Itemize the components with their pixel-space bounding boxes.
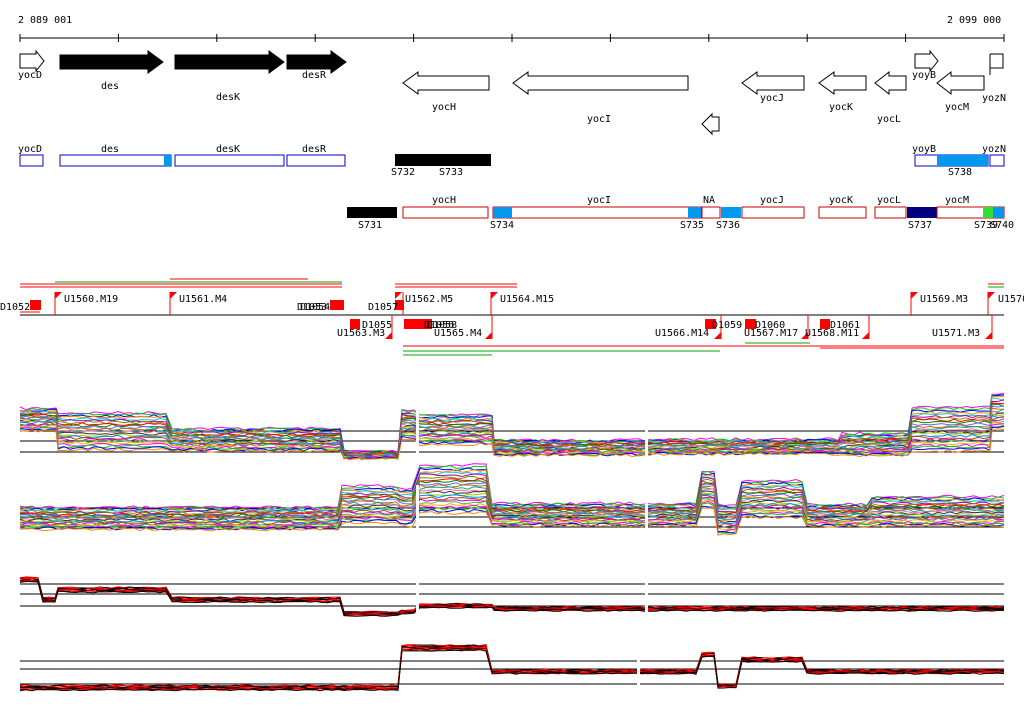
lower-box-yocH[interactable] <box>402 206 489 219</box>
gene-arrow-yocK[interactable] <box>818 71 867 95</box>
upper-box-yozN[interactable] <box>989 154 1005 167</box>
segment-S732-S733[interactable] <box>395 154 491 166</box>
feature-label-U1560-M19: U1560.M19 <box>64 294 118 305</box>
gene-label-yoyB: yoyB <box>912 70 936 81</box>
feature-label-U1566-M14: U1566.M14 <box>655 328 709 339</box>
lower-box-yocK[interactable] <box>818 206 867 219</box>
segment-label-S739: S739 <box>974 220 998 231</box>
segment-label-S737: S737 <box>908 220 932 231</box>
gene-label-des: des <box>101 81 119 92</box>
gene-label-yocK: yocK <box>829 102 853 113</box>
feature-label-D1059: D1059 <box>712 320 742 331</box>
feature-label-D1061: D1061 <box>830 320 860 331</box>
upper-label-yocD: yocD <box>18 144 42 155</box>
gene-label-yocM: yocM <box>945 102 969 113</box>
gene-label-yocL: yocL <box>877 114 901 125</box>
feature-label-U1565-M4: U1565.M4 <box>434 328 482 339</box>
gene-arrow-yocM[interactable] <box>936 70 985 96</box>
feature-label-U1570: U1570 <box>998 294 1024 305</box>
gene-arrow-desK[interactable] <box>174 50 285 74</box>
gene-label-desK: desK <box>216 92 240 103</box>
feature-label-D1058: D1058 <box>427 320 457 331</box>
upper-label-des: des <box>101 144 119 155</box>
upper-box-yocD[interactable] <box>19 154 44 167</box>
feature-label-U1561-M4: U1561.M4 <box>179 294 227 305</box>
segment-S737[interactable] <box>907 207 937 218</box>
upper-label-yoyB: yoyB <box>912 144 936 155</box>
upper-box-desR[interactable] <box>286 154 346 167</box>
gene-arrow-desR[interactable] <box>286 50 347 74</box>
gene-arrow-yocH[interactable] <box>402 71 490 95</box>
lower-label-NA: NA <box>703 195 715 206</box>
segment-label-S738: S738 <box>948 167 972 178</box>
expression-panel-1 <box>19 392 1005 470</box>
lower-label-yocH: yocH <box>432 195 456 206</box>
gene-label-yocI: yocI <box>587 114 611 125</box>
feature-label-U1563-M3: U1563.M3 <box>337 328 385 339</box>
upper-label-yozN: yozN <box>982 144 1006 155</box>
lower-box-yocL[interactable] <box>874 206 907 219</box>
feature-label-U1568-M11: U1568.M11 <box>805 328 859 339</box>
ruler-start-label: 2 089 001 <box>18 15 72 26</box>
gene-label-yozN: yozN <box>982 93 1006 104</box>
segment-S736[interactable] <box>721 207 741 218</box>
segment-label-S731: S731 <box>358 220 382 231</box>
feature-label-U1569-M3: U1569.M3 <box>920 294 968 305</box>
segment-label-S735: S735 <box>680 220 704 231</box>
feature-label-D1055: D1055 <box>362 320 392 331</box>
segment-label-S734: S734 <box>490 220 514 231</box>
ruler-end-label: 2 099 000 <box>947 15 1001 26</box>
segment-S731[interactable] <box>347 207 397 218</box>
expression-panel-3 <box>19 560 1005 630</box>
feature-label-U1564-M15: U1564.M15 <box>500 294 554 305</box>
gene-arrow-small[interactable] <box>701 112 720 136</box>
lower-label-yocL: yocL <box>877 195 901 206</box>
gene-label-desR: desR <box>302 70 327 81</box>
expression-panel-4 <box>19 640 1005 710</box>
feature-label-D1053: D1053 <box>297 302 327 313</box>
lower-segment-track: S731 yocH yocI S734 S735 NA S736 yocJ yo… <box>347 195 1014 231</box>
gene-arrow-yocI[interactable] <box>512 71 689 95</box>
feature-label-U1562-M5: U1562.M5 <box>405 294 453 305</box>
gene-arrow-des[interactable] <box>59 50 164 74</box>
segment-label-S733: S733 <box>439 167 463 178</box>
upper-segment-track: yocD des desK desR S732 S733 yoyB S738 y… <box>18 144 1006 178</box>
gene-arrow-yocJ[interactable] <box>741 71 805 95</box>
gene-arrow-yocL[interactable] <box>874 70 907 96</box>
lower-box-NA[interactable] <box>701 206 721 219</box>
lower-label-yocK: yocK <box>829 195 853 206</box>
segment-label-S732: S732 <box>391 167 415 178</box>
lower-label-yocI: yocI <box>587 195 611 206</box>
feature-label-D1052: D1052 <box>0 302 30 313</box>
lower-box-yocI[interactable] <box>492 206 702 219</box>
gene-label-yocD: yocD <box>18 70 42 81</box>
lower-box-yocJ[interactable] <box>741 206 805 219</box>
upper-label-desK: desK <box>216 144 240 155</box>
feature-label-D1057: D1057 <box>368 302 398 313</box>
coordinate-ruler: 2 089 001 2 099 000 <box>18 15 1005 42</box>
gene-label-yocJ: yocJ <box>760 93 784 104</box>
segment-label-S740: S740 <box>990 220 1014 231</box>
upper-box-des[interactable] <box>59 154 172 167</box>
feature-label-D1060: D1060 <box>755 320 785 331</box>
expression-panel-2 <box>19 463 1005 555</box>
gene-label-yocH: yocH <box>432 102 456 113</box>
lower-label-yocM: yocM <box>945 195 969 206</box>
gene-arrow-yozN[interactable] <box>989 53 1004 75</box>
upper-box-desK[interactable] <box>174 154 285 167</box>
lower-label-yocJ: yocJ <box>760 195 784 206</box>
upper-label-desR: desR <box>302 144 327 155</box>
feature-label-D1054: D1054 <box>300 302 330 313</box>
gene-arrow-yoyB[interactable] <box>914 49 939 73</box>
segment-label-S736: S736 <box>716 220 740 231</box>
feature-label-U1567-M17: U1567.M17 <box>744 328 798 339</box>
feature-label-U1571-M3: U1571.M3 <box>932 328 980 339</box>
feature-annotation-track: D1052 U1560.M19 U1561.M4 D1053 D1054 D10… <box>0 278 1024 356</box>
gene-annotation-track: yocD des desK desR yocH yocI yocJ yocK y… <box>18 49 1006 136</box>
gene-arrow-yocD[interactable] <box>19 49 45 73</box>
feature-label-D1056: D1056 <box>424 320 454 331</box>
